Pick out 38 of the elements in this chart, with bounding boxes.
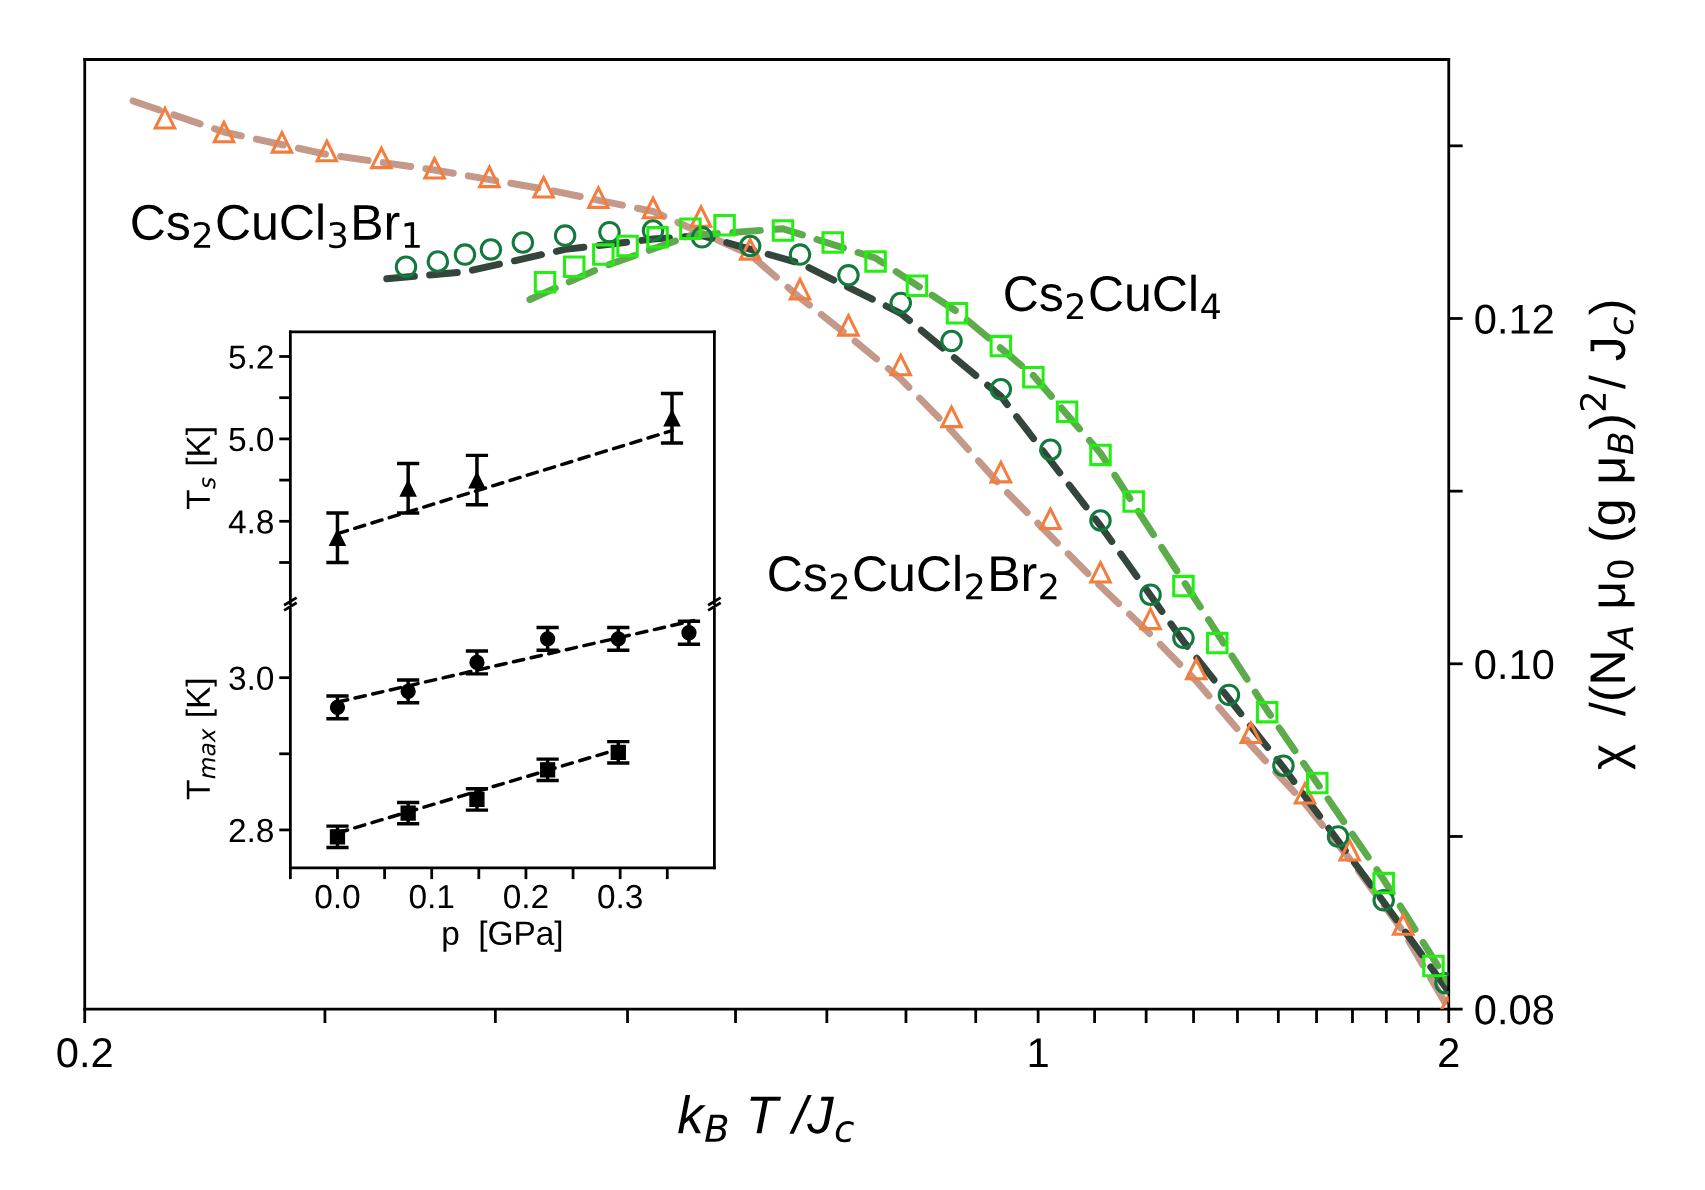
series-label: Cs$_{2}$CuCl$_{2}$Br$_{2}$ [769,554,1057,600]
point [400,683,416,700]
point [329,699,346,716]
y-tick-label: 3.0 [229,666,274,691]
y-axis-title: T$_{max}$ [K] [185,679,217,800]
point [539,762,556,778]
point [539,631,556,647]
point [663,409,681,427]
text: χ /(N$_{A}$ μ$_{0}$ (g μ$_{B}$)$^{2}$/ J$_{c}$) [1579,301,1636,770]
x-tick-label: 0.0 [315,884,360,909]
y-tick-label: 2.8 [229,818,273,843]
point [469,791,485,808]
x-tick-label: 0.2 [504,884,548,909]
y-tick-label: 0.12 [1475,304,1553,334]
point [681,625,697,641]
point [399,479,417,497]
point [400,805,416,821]
x-tick-label: 0.3 [598,884,642,909]
series-label: Cs$_{2}$CuCl$_{4}$ [1005,274,1220,320]
y-tick-label: 4.8 [228,510,273,534]
y-tick-label: 5.2 [229,345,273,369]
series-label: Cs$_{2}$CuCl$_{3}$Br$_{1}$ [132,203,420,249]
point [610,744,626,760]
y-axis-title: T$_{s}$ [K] [185,428,217,509]
x-tick-label: 2 [1439,1038,1459,1068]
x-axis-title: k$_{B}$ T /J$_{c}$ [678,1094,854,1143]
y-tick-label: 0.08 [1475,995,1554,1025]
x-tick-label: 0.1 [409,884,454,909]
x-tick-label: 1 [1029,1038,1048,1068]
point [329,529,346,547]
x-axis-title: p [GPa] [443,920,562,952]
y-tick-label: 5.0 [229,427,274,452]
x-tick-label: 0.2 [57,1038,112,1068]
point [469,654,485,671]
y-tick-label: 0.10 [1475,649,1554,680]
point [610,631,626,647]
point [329,829,346,845]
point [468,471,486,489]
